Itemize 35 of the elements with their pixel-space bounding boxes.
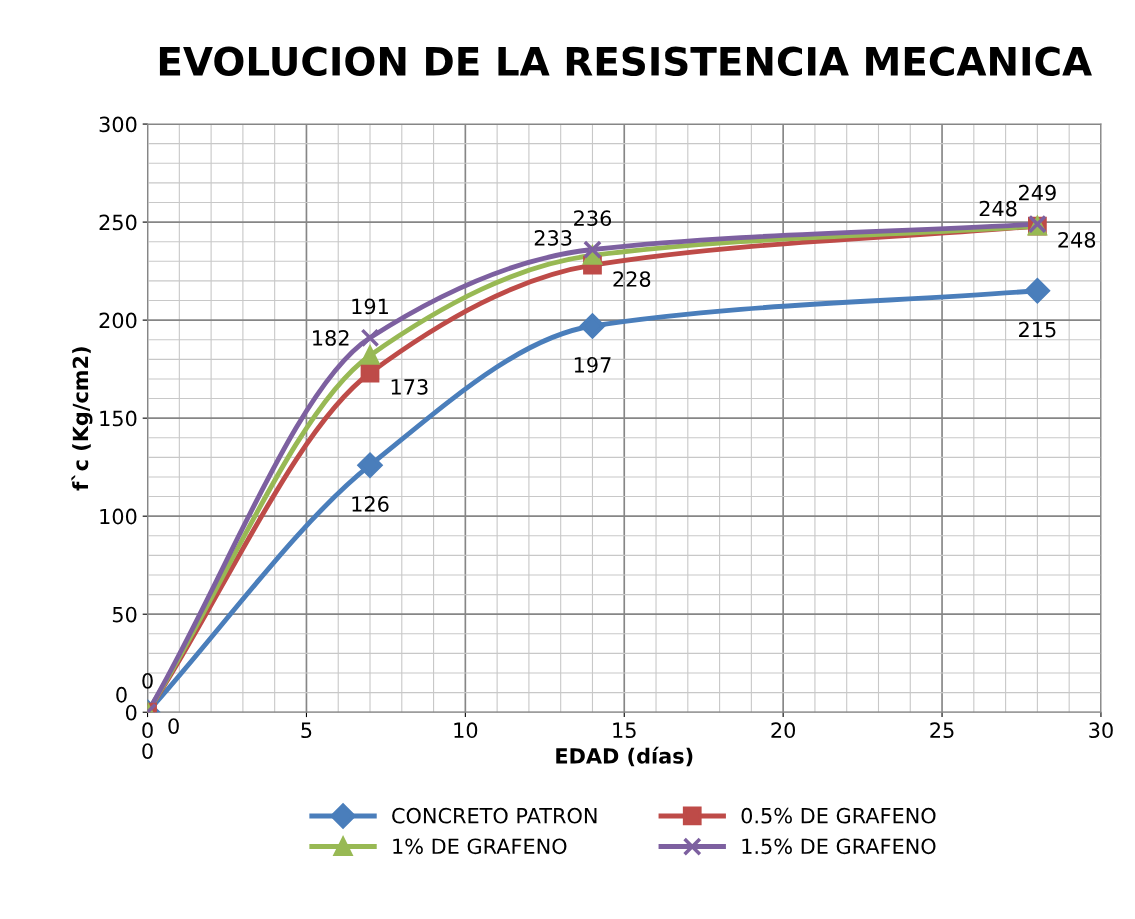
data-label: 173	[391, 378, 428, 395]
y-tick-label: 50	[112, 606, 137, 623]
y-tick-label: 200	[99, 312, 137, 329]
x-tick-label: 30	[1089, 722, 1113, 739]
y-tick-label: 300	[99, 116, 137, 133]
y-tick-label: 0	[125, 704, 137, 721]
data-label: 197	[574, 356, 611, 373]
y-tick-label: 150	[100, 410, 137, 427]
x-tick-label: 5	[301, 722, 312, 739]
legend-label: 1% DE GRAFENO	[393, 838, 567, 855]
legend-label: 0.5% DE GRAFENO	[741, 807, 936, 824]
data-label: 248	[979, 200, 1017, 217]
data-label: 249	[1019, 184, 1056, 201]
chart-title: EVOLUCION DE LA RESISTENCIA MECANICA	[159, 46, 1092, 77]
data-label: 182	[313, 330, 349, 346]
legend-label: CONCRETO PATRON	[392, 807, 597, 824]
x-tick-label: 15	[613, 722, 636, 739]
data-label: 0	[142, 672, 153, 689]
y-tick-label: 100	[100, 508, 137, 525]
data-label: 236	[574, 210, 612, 227]
data-label: 215	[1019, 321, 1056, 338]
y-axis-title: f`c (Kg/cm2)	[71, 347, 93, 491]
data-label: 0	[142, 743, 153, 759]
data-label: 191	[352, 298, 388, 315]
legend-label: 1.5% DE GRAFENO	[742, 838, 936, 855]
x-axis-title: EDAD (días)	[556, 746, 693, 767]
x-tick-label: 0	[142, 722, 153, 739]
x-tick-label: 20	[771, 722, 796, 739]
x-tick-label: 10	[454, 722, 478, 739]
data-label: 233	[534, 230, 572, 246]
y-tick-label: 250	[99, 214, 137, 231]
x-tick-label: 25	[930, 722, 954, 739]
data-label: 248	[1058, 231, 1096, 248]
data-label: 126	[352, 496, 389, 512]
data-label: 228	[613, 271, 651, 287]
